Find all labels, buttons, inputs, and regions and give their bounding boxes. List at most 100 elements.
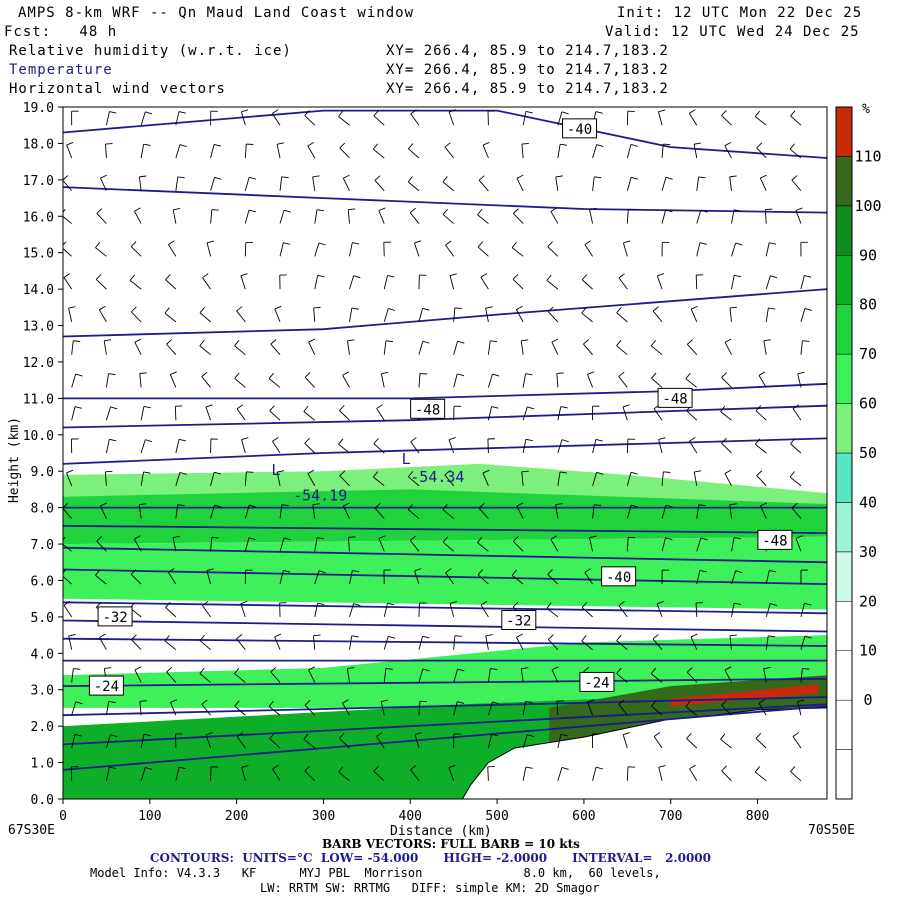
colorbar-segment-4 <box>835 551 853 602</box>
wind-barb-223 <box>418 340 430 355</box>
wind-barb-395 <box>696 209 708 224</box>
wind-barb-457 <box>800 241 808 257</box>
wind-barb-336 <box>626 766 636 781</box>
wind-barb-429 <box>756 470 767 487</box>
wind-barb-361 <box>652 634 663 650</box>
wind-barb-212 <box>418 700 427 716</box>
wind-barb-312 <box>555 175 563 191</box>
wind-barb-128 <box>268 700 281 716</box>
wind-barb-301 <box>550 535 559 552</box>
wind-barb-135 <box>276 470 285 486</box>
wind-barb-297 <box>551 666 559 683</box>
wind-barb-449 <box>791 503 802 519</box>
wind-barb-207 <box>374 175 385 192</box>
y-tick-label-0: 0.0 <box>31 793 54 808</box>
wind-barb-242 <box>453 405 461 421</box>
contour-label-3: -48 <box>757 529 793 550</box>
wind-barb-34 <box>103 339 112 355</box>
wind-barb-129 <box>270 667 281 683</box>
wind-barb-101 <box>210 209 219 224</box>
wind-barb-325 <box>592 438 603 454</box>
y-tick-label-7: 7.0 <box>31 538 54 553</box>
wind-barb-302 <box>555 503 563 519</box>
wind-barb-168 <box>338 766 350 782</box>
wind-barb-116 <box>236 404 246 421</box>
wind-barb-132 <box>279 570 291 585</box>
wind-barb-274 <box>522 734 535 749</box>
wind-barb-27 <box>95 569 107 585</box>
wind-barb-144 <box>279 176 289 191</box>
wind-barb-157 <box>304 437 316 454</box>
wind-barb-0 <box>70 766 79 781</box>
wind-barb-153 <box>314 570 326 585</box>
wind-barb-211 <box>414 732 422 749</box>
colorbar-label-4: 40 <box>859 493 877 511</box>
wind-barb-161 <box>313 306 321 322</box>
wind-barb-21 <box>105 766 117 781</box>
wind-barb-72 <box>175 471 187 486</box>
wind-barb-412 <box>724 338 732 355</box>
wind-barb-14 <box>68 306 76 322</box>
wind-barb-36 <box>95 274 107 290</box>
wind-barb-87 <box>199 667 211 683</box>
colorbar-segment-6 <box>835 452 853 503</box>
wind-barb-305 <box>557 406 568 421</box>
temp-contour-2 <box>63 288 827 338</box>
wind-barb-262 <box>487 438 495 454</box>
wind-barb-334 <box>592 144 604 159</box>
wind-barb-376 <box>661 143 671 159</box>
wind-barb-422 <box>758 699 767 716</box>
wind-barb-373 <box>661 241 670 257</box>
wind-barb-177 <box>339 470 350 487</box>
wind-barb-77 <box>164 307 177 323</box>
wind-barb-62 <box>140 111 153 126</box>
wind-barb-367 <box>658 437 666 454</box>
wind-barb-50 <box>138 503 147 519</box>
contour-label-2: -48 <box>657 387 693 408</box>
field-xy-temp: XY= 266.4, 85.9 to 214.7,183.2 <box>386 62 669 78</box>
wind-barb-433 <box>763 339 771 355</box>
wind-barb-172 <box>349 635 359 650</box>
wind-barb-55 <box>134 338 142 355</box>
wind-barb-79 <box>168 240 177 257</box>
wind-barb-254 <box>487 701 500 716</box>
temp-contour-8 <box>63 546 827 564</box>
svg-text:-48: -48 <box>662 391 687 407</box>
wind-barb-149 <box>304 699 316 716</box>
wind-barb-185 <box>347 208 356 224</box>
wind-barb-394 <box>696 242 707 257</box>
colorbar-segment-2 <box>835 650 853 701</box>
wind-barb-125 <box>240 109 249 126</box>
temp-contour-1 <box>63 186 827 214</box>
wind-barb-105 <box>241 765 249 781</box>
wind-barb-52 <box>140 439 153 454</box>
wind-barb-273 <box>522 766 533 781</box>
colorbar-label-5: 50 <box>859 444 877 462</box>
wind-barb-426 <box>765 570 777 585</box>
wind-barb-81 <box>175 176 185 191</box>
wind-barb-183 <box>349 275 361 290</box>
y-tick-label-11: 11.0 <box>23 392 54 407</box>
wind-barb-344 <box>626 504 638 519</box>
wind-barb-432 <box>758 371 767 388</box>
wind-barb-67 <box>164 635 177 651</box>
wind-barb-7 <box>63 536 72 552</box>
wind-barb-11 <box>71 406 82 421</box>
wind-barb-456 <box>800 275 812 290</box>
wind-barb-352 <box>622 240 631 257</box>
wind-barb-48 <box>130 569 142 585</box>
wind-barb-402 <box>724 666 732 683</box>
low-label-0: L <box>271 461 280 479</box>
y-tick-label-17: 17.0 <box>23 174 54 189</box>
y-tick-label-19: 19.0 <box>23 101 54 116</box>
wind-barb-309 <box>546 274 559 290</box>
wind-barb-2 <box>71 701 83 716</box>
x-tick-label-2: 200 <box>225 809 248 824</box>
y-tick-label-1: 1.0 <box>31 757 54 772</box>
wind-barb-270 <box>478 175 489 192</box>
x-tick-label-4: 400 <box>399 809 422 824</box>
wind-barb-304 <box>557 439 569 454</box>
wind-barb-97 <box>199 340 211 356</box>
wind-barb-350 <box>616 307 628 323</box>
wind-barb-435 <box>765 275 778 290</box>
